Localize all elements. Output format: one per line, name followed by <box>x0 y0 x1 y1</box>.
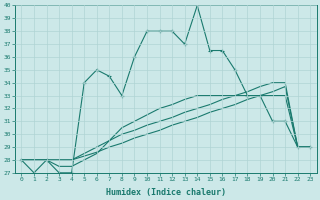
X-axis label: Humidex (Indice chaleur): Humidex (Indice chaleur) <box>106 188 226 197</box>
